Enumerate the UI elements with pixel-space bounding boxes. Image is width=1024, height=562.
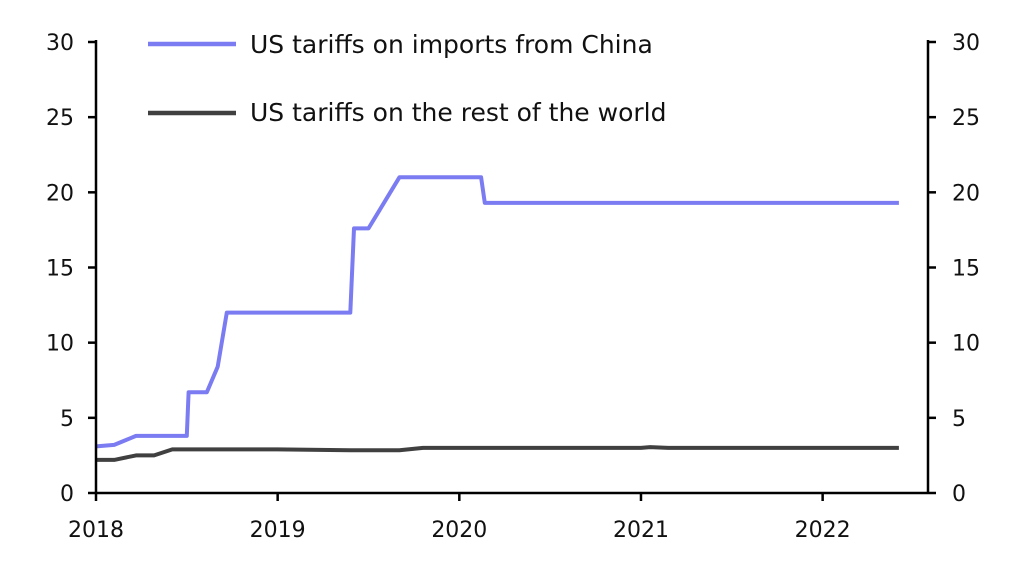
- legend-label-china: US tariffs on imports from China: [250, 30, 653, 59]
- y-tick-label-left: 30: [46, 31, 74, 56]
- y-tick-label-right: 20: [952, 181, 980, 206]
- x-tick-label: 2021: [613, 518, 669, 543]
- y-tick-label-left: 5: [60, 407, 74, 432]
- legend: US tariffs on imports from China US tari…: [148, 30, 666, 127]
- y-tick-label-left: 15: [46, 257, 74, 282]
- y-tick-label-left: 10: [46, 332, 74, 357]
- x-tick-label: 2022: [795, 518, 851, 543]
- y-tick-label-left: 20: [46, 181, 74, 206]
- y-tick-label-right: 25: [952, 106, 980, 131]
- x-tick-label: 2019: [250, 518, 306, 543]
- y-tick-label-left: 0: [60, 482, 74, 507]
- y-tick-label-right: 5: [952, 407, 966, 432]
- series-line-0: [95, 175, 899, 449]
- legend-label-world: US tariffs on the rest of the world: [250, 98, 666, 127]
- y-tick-label-left: 25: [46, 106, 74, 131]
- y-tick-label-right: 0: [952, 482, 966, 507]
- series-layer: [95, 175, 899, 462]
- series-line-1: [96, 445, 899, 462]
- x-tick-label: 2020: [431, 518, 487, 543]
- y-tick-label-right: 15: [952, 257, 980, 282]
- y-tick-label-right: 10: [952, 332, 980, 357]
- x-tick-label: 2018: [68, 518, 124, 543]
- y-tick-label-right: 30: [952, 31, 980, 56]
